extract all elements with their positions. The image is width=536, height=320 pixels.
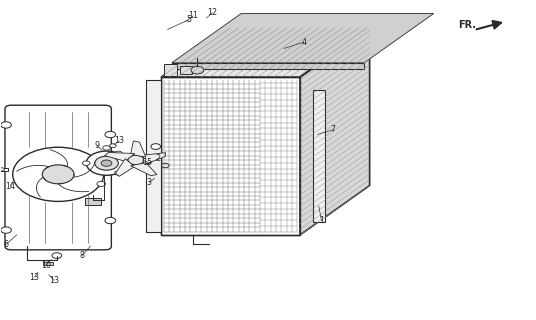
Bar [314,90,325,222]
Polygon shape [161,28,370,77]
Text: 1: 1 [319,216,324,225]
Circle shape [13,147,103,201]
FancyBboxPatch shape [5,105,111,250]
Bar [164,64,177,76]
Polygon shape [161,77,300,235]
Text: 15: 15 [143,158,153,167]
Polygon shape [131,163,157,176]
Polygon shape [105,153,135,161]
Circle shape [83,161,90,165]
Circle shape [105,217,116,224]
Text: 13: 13 [29,273,39,282]
Circle shape [1,227,11,233]
Circle shape [95,156,118,170]
Circle shape [52,253,62,259]
Circle shape [115,171,122,175]
Circle shape [140,156,153,164]
Bar [172,63,364,69]
Circle shape [103,146,110,150]
Bar [85,198,101,204]
Polygon shape [115,159,135,176]
Polygon shape [131,141,146,157]
Bar [146,80,161,232]
Text: 13: 13 [49,276,59,285]
Text: FR.: FR. [458,20,476,29]
Text: 12: 12 [207,8,218,17]
Text: 6: 6 [4,240,9,249]
Circle shape [86,151,127,175]
Text: 3: 3 [147,178,152,187]
Polygon shape [172,13,434,63]
Circle shape [191,66,204,74]
Bar [43,262,53,265]
Text: 13: 13 [114,136,124,145]
Circle shape [42,165,74,184]
Text: 9: 9 [94,141,100,150]
Circle shape [0,168,4,171]
Circle shape [101,160,112,166]
Polygon shape [144,153,166,165]
Text: 4: 4 [301,38,306,47]
Text: 8: 8 [79,251,85,260]
Text: 14: 14 [5,182,16,191]
Circle shape [97,181,106,187]
Polygon shape [300,28,370,235]
Text: 10: 10 [41,261,51,270]
Bar [180,66,191,74]
Text: 11: 11 [188,12,198,20]
Text: 7: 7 [331,125,336,134]
Circle shape [162,163,169,168]
Circle shape [115,151,122,156]
Text: 2: 2 [156,154,161,163]
Circle shape [128,155,144,165]
Circle shape [144,158,149,162]
Circle shape [105,131,116,138]
Circle shape [151,144,161,149]
Circle shape [1,122,11,128]
Bar [0,168,8,171]
Text: 5: 5 [187,15,191,24]
Circle shape [110,144,116,148]
